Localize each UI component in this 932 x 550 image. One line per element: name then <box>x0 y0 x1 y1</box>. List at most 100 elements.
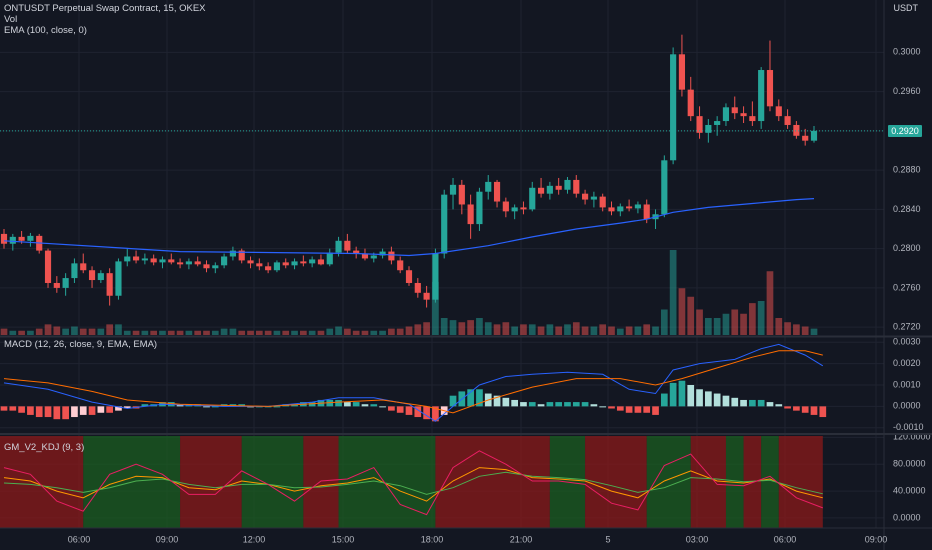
candle[interactable] <box>714 116 721 136</box>
candle[interactable] <box>441 189 448 259</box>
candle[interactable] <box>221 253 228 269</box>
candle[interactable] <box>9 233 16 251</box>
candle[interactable] <box>405 266 413 286</box>
kdj-lines[interactable] <box>3 450 823 516</box>
candle[interactable] <box>546 181 553 200</box>
candle[interactable] <box>608 201 615 216</box>
candle[interactable] <box>282 258 289 269</box>
candle[interactable] <box>168 253 175 265</box>
candle[interactable] <box>291 258 298 270</box>
candle[interactable] <box>309 256 316 268</box>
candle[interactable] <box>203 260 210 273</box>
macd-histogram-bar <box>396 406 404 413</box>
macd-histogram-bar <box>801 406 809 413</box>
candle[interactable] <box>88 266 96 288</box>
candle[interactable] <box>80 253 87 274</box>
candle[interactable] <box>361 248 369 261</box>
candle[interactable] <box>414 278 421 298</box>
candle[interactable] <box>520 201 527 215</box>
candle[interactable] <box>265 262 272 274</box>
candles[interactable] <box>0 34 818 308</box>
candle[interactable] <box>141 253 148 265</box>
candle[interactable] <box>766 40 774 112</box>
candle[interactable] <box>784 109 791 129</box>
candle[interactable] <box>722 103 730 126</box>
candle[interactable] <box>317 254 325 266</box>
candle[interactable] <box>678 34 686 97</box>
candle-body <box>132 256 140 261</box>
candle-body <box>27 235 34 241</box>
candle[interactable] <box>467 194 474 239</box>
candle[interactable] <box>670 47 677 165</box>
candle[interactable] <box>599 193 606 212</box>
candle[interactable] <box>388 246 395 265</box>
candle[interactable] <box>573 175 580 198</box>
candle[interactable] <box>185 258 192 270</box>
candle[interactable] <box>124 248 131 267</box>
kdj-zone-bear <box>0 436 84 528</box>
candle[interactable] <box>159 256 166 269</box>
candle[interactable] <box>582 189 589 205</box>
candle[interactable] <box>397 256 404 274</box>
candle[interactable] <box>326 248 333 267</box>
volume-bar <box>432 281 439 335</box>
candle[interactable] <box>300 255 307 267</box>
candle[interactable] <box>353 246 360 259</box>
candle[interactable] <box>564 176 571 194</box>
candle[interactable] <box>229 246 236 261</box>
candle[interactable] <box>634 201 641 214</box>
candle[interactable] <box>758 67 765 129</box>
candle[interactable] <box>590 191 597 208</box>
candle[interactable] <box>810 125 818 143</box>
candle[interactable] <box>802 128 809 146</box>
candle[interactable] <box>344 233 351 254</box>
candle[interactable] <box>44 248 52 288</box>
candle[interactable] <box>177 258 184 269</box>
candle[interactable] <box>661 155 668 218</box>
candle[interactable] <box>740 106 747 124</box>
candle[interactable] <box>53 276 60 293</box>
candle[interactable] <box>238 248 245 264</box>
candle[interactable] <box>511 204 518 220</box>
candle[interactable] <box>731 96 738 120</box>
candle[interactable] <box>485 175 492 200</box>
candle[interactable] <box>256 258 263 271</box>
candle[interactable] <box>106 268 113 306</box>
candle[interactable] <box>696 106 703 139</box>
candle-body <box>555 185 562 190</box>
candle[interactable] <box>97 270 104 283</box>
candle[interactable] <box>502 197 509 218</box>
candle[interactable] <box>476 187 483 231</box>
candle[interactable] <box>194 256 201 267</box>
pane-separators[interactable] <box>0 335 932 435</box>
candle[interactable] <box>150 254 157 266</box>
candle[interactable] <box>626 199 633 212</box>
candle[interactable] <box>212 262 219 274</box>
candle[interactable] <box>687 76 694 122</box>
candle[interactable] <box>793 121 800 139</box>
macd-pane[interactable] <box>0 343 827 422</box>
candle[interactable] <box>617 203 624 217</box>
candle[interactable] <box>529 181 536 212</box>
candle[interactable] <box>247 256 254 269</box>
candle[interactable] <box>449 177 457 210</box>
candle[interactable] <box>115 258 122 300</box>
candle[interactable] <box>423 285 430 308</box>
candle[interactable] <box>775 99 782 122</box>
candle[interactable] <box>27 232 34 247</box>
candle[interactable] <box>555 177 562 195</box>
candle[interactable] <box>36 233 43 254</box>
candle[interactable] <box>749 101 756 126</box>
candle[interactable] <box>132 250 140 264</box>
candle[interactable] <box>71 258 78 283</box>
candle[interactable] <box>0 229 8 249</box>
candle[interactable] <box>493 179 501 208</box>
candle[interactable] <box>537 177 545 198</box>
candle[interactable] <box>273 260 281 273</box>
candle[interactable] <box>62 273 69 296</box>
candle[interactable] <box>458 179 465 215</box>
candle[interactable] <box>379 248 386 259</box>
candle[interactable] <box>432 248 439 303</box>
currency-unit[interactable]: USDT <box>893 3 919 13</box>
